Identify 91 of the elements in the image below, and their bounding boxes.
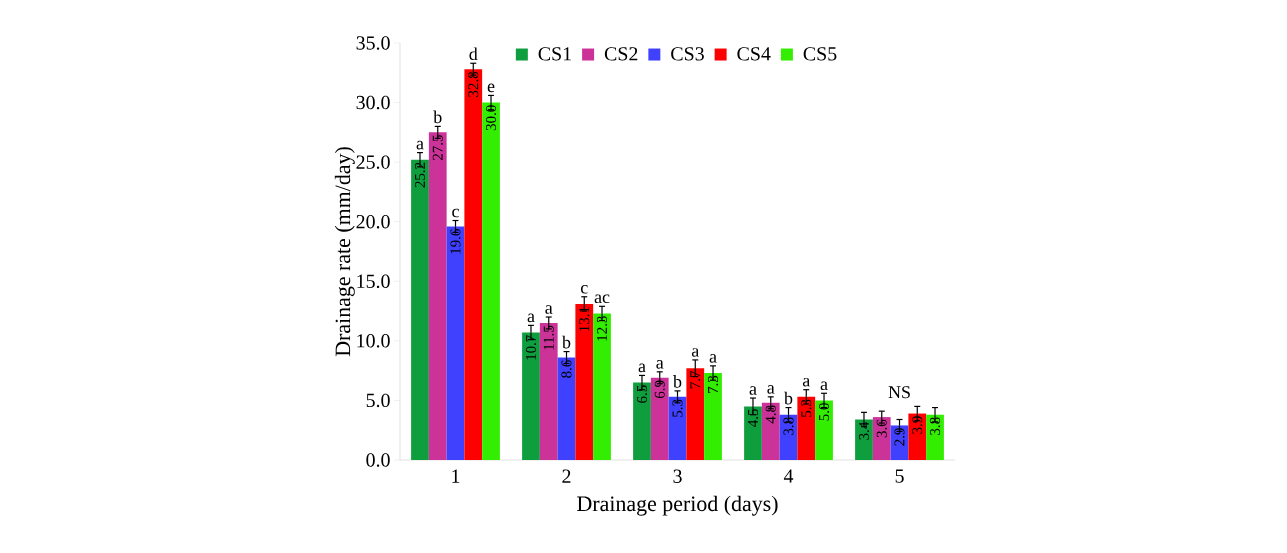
legend-label: CS4 — [737, 47, 771, 61]
data-label: 32.8 — [468, 71, 479, 97]
data-label: 27.5 — [432, 135, 443, 161]
y-tick-label: 20.0 — [356, 214, 390, 229]
data-label: 5.3 — [672, 399, 683, 417]
annotation: b — [784, 391, 793, 405]
annotation: d — [469, 47, 478, 61]
bar — [557, 357, 576, 460]
data-label: 13.1 — [579, 307, 590, 331]
bar — [593, 313, 611, 460]
y-tick-label: 5.0 — [366, 393, 390, 408]
y-tick-label: 35.0 — [356, 36, 390, 50]
annotation: ac — [594, 294, 610, 304]
legend-label: CS5 — [803, 47, 837, 61]
bar — [704, 373, 722, 460]
bar — [815, 400, 833, 460]
bar — [482, 102, 500, 460]
x-axis-title: Drainage period (days) — [577, 495, 778, 516]
bar — [650, 377, 669, 460]
x-tick-label: 1 — [452, 469, 460, 483]
data-label: 25.2 — [414, 162, 426, 188]
x-tick-label: 2 — [562, 469, 571, 483]
data-label: 19.6 — [450, 229, 461, 254]
y-tick-label: 15.0 — [357, 274, 390, 289]
bar — [539, 322, 558, 460]
data-label: 6.5 — [636, 385, 648, 403]
data-label: 4.5 — [747, 409, 759, 427]
data-label: 7.3 — [707, 375, 719, 393]
annotation: a — [767, 385, 775, 394]
bar — [779, 414, 798, 460]
bar — [668, 396, 687, 460]
legend-label: CS1 — [538, 47, 571, 61]
y-tick-label: 10.0 — [357, 334, 390, 348]
bar — [686, 368, 705, 460]
data-label: 7.7 — [690, 370, 701, 389]
bar — [797, 396, 816, 460]
annotation: b — [673, 375, 682, 388]
bar — [464, 69, 483, 460]
annotation: a — [638, 363, 646, 373]
annotation: a — [820, 381, 828, 391]
annotation: a — [527, 313, 535, 323]
annotation: a — [691, 348, 699, 357]
bar — [855, 419, 873, 460]
x-tick-label: 4 — [783, 469, 794, 483]
annotation: e — [487, 83, 495, 93]
data-label: 4.8 — [765, 405, 776, 424]
annotation: b — [562, 335, 571, 349]
y-tick-label: 25.0 — [356, 155, 390, 169]
bar — [761, 402, 780, 460]
annotation: a — [749, 386, 757, 395]
annotation: c — [452, 208, 459, 218]
bar — [411, 159, 429, 460]
data-label: 3.9 — [912, 416, 923, 434]
data-label: 10.7 — [525, 335, 537, 360]
annotation: a — [709, 354, 717, 363]
annotation: a — [802, 377, 810, 387]
annotation: c — [580, 284, 588, 294]
data-label: 8.6 — [561, 360, 572, 378]
data-label: 2.9 — [894, 428, 905, 446]
x-tick-label: 3 — [673, 469, 682, 483]
data-label: 6.9 — [654, 380, 665, 399]
legend-label: CS3 — [671, 47, 704, 61]
bar — [908, 413, 927, 460]
data-label: 3.8 — [929, 417, 941, 435]
data-label: 3.6 — [876, 419, 887, 438]
bar — [575, 303, 594, 460]
data-label: 12.3 — [596, 316, 608, 341]
bar — [744, 406, 762, 460]
bar — [633, 382, 651, 460]
data-label: 3.8 — [783, 417, 794, 435]
annotation: NS — [888, 386, 910, 399]
data-label: 30.0 — [485, 105, 497, 131]
bar — [446, 226, 465, 460]
bar — [872, 417, 891, 460]
annotation: a — [416, 140, 424, 150]
bar — [428, 132, 447, 460]
bar — [890, 425, 909, 460]
bar — [926, 414, 944, 460]
data-label: 3.4 — [858, 421, 870, 440]
x-tick-label: 5 — [895, 469, 904, 483]
y-axis-title: Drainage rate (mm/day) — [334, 147, 355, 357]
y-tick-label: 0.0 — [366, 453, 390, 467]
legend-label: CS2 — [604, 47, 638, 61]
annotation: a — [656, 360, 664, 369]
data-label: 11.5 — [543, 325, 554, 350]
annotation: a — [545, 305, 553, 314]
data-label: 5.0 — [818, 403, 830, 421]
annotation: b — [433, 110, 442, 124]
bar — [522, 332, 540, 460]
y-tick-label: 30.0 — [356, 95, 390, 110]
data-label: 5.3 — [801, 399, 812, 417]
